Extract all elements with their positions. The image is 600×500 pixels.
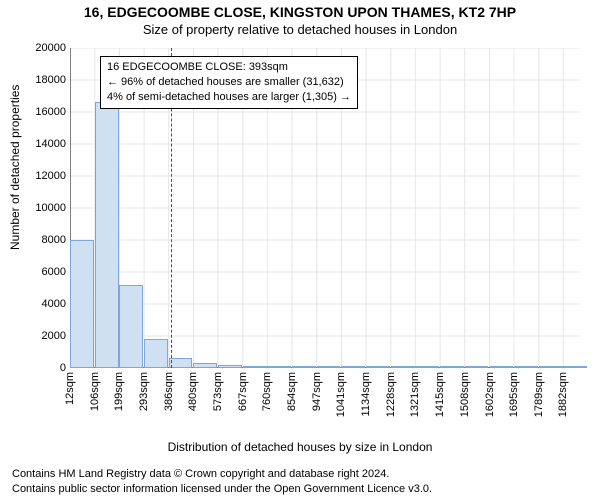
x-tick-label: 1041sqm xyxy=(335,372,347,417)
y-tick-label: 18000 xyxy=(16,74,66,86)
legend-line-1: 16 EDGECOOMBE CLOSE: 393sqm xyxy=(107,60,351,75)
y-tick-label: 10000 xyxy=(16,202,66,214)
x-tick-label: 947sqm xyxy=(311,372,323,411)
attribution-line-2: Contains public sector information licen… xyxy=(12,482,432,496)
bar xyxy=(169,358,193,368)
attribution-line-1: Contains HM Land Registry data © Crown c… xyxy=(12,467,432,481)
bar xyxy=(243,366,267,368)
x-axis-label: Distribution of detached houses by size … xyxy=(0,440,600,454)
x-tick-label: 1882sqm xyxy=(557,372,569,417)
chart-title: 16, EDGECOOMBE CLOSE, KINGSTON UPON THAM… xyxy=(0,4,600,20)
x-tick-label: 199sqm xyxy=(113,372,125,411)
x-tick-label: 1508sqm xyxy=(459,372,471,417)
bar xyxy=(490,366,514,368)
bar xyxy=(391,366,415,368)
bar xyxy=(563,366,587,368)
x-tick-label: 1134sqm xyxy=(360,372,372,416)
bar xyxy=(539,366,563,368)
bar xyxy=(415,366,439,368)
bar xyxy=(193,363,217,368)
bar xyxy=(514,366,538,368)
bar xyxy=(317,366,341,368)
x-tick-label: 293sqm xyxy=(138,372,150,411)
bar xyxy=(440,366,464,368)
attribution: Contains HM Land Registry data © Crown c… xyxy=(12,467,432,496)
bar xyxy=(267,366,291,368)
legend-box: 16 EDGECOOMBE CLOSE: 393sqm ← 96% of det… xyxy=(100,56,358,109)
legend-line-2: ← 96% of detached houses are smaller (31… xyxy=(107,75,351,90)
x-tick-label: 12sqm xyxy=(64,372,76,405)
chart-container: 16, EDGECOOMBE CLOSE, KINGSTON UPON THAM… xyxy=(0,0,600,500)
bar xyxy=(341,366,365,368)
x-tick-label: 1321sqm xyxy=(409,372,421,417)
x-tick-label: 386sqm xyxy=(163,372,175,411)
x-tick-label: 667sqm xyxy=(237,372,249,411)
bar xyxy=(144,339,168,368)
bar xyxy=(119,285,143,368)
y-tick-label: 8000 xyxy=(16,234,66,246)
x-tick-label: 106sqm xyxy=(89,372,101,411)
y-tick-label: 12000 xyxy=(16,170,66,182)
chart-subtitle: Size of property relative to detached ho… xyxy=(0,22,600,37)
bar xyxy=(70,240,94,368)
bar xyxy=(95,102,119,368)
x-tick-label: 854sqm xyxy=(286,372,298,411)
x-tick-label: 1789sqm xyxy=(533,372,545,417)
x-tick-label: 760sqm xyxy=(261,372,273,411)
plot-area: 16 EDGECOOMBE CLOSE: 393sqm ← 96% of det… xyxy=(70,48,580,368)
bar xyxy=(292,366,316,368)
x-tick-label: 480sqm xyxy=(187,372,199,411)
bar xyxy=(465,366,489,368)
x-tick-label: 1228sqm xyxy=(385,372,397,417)
x-tick-label: 1415sqm xyxy=(434,372,446,417)
y-tick-label: 14000 xyxy=(16,138,66,150)
legend-line-3: 4% of semi-detached houses are larger (1… xyxy=(107,90,351,105)
x-tick-label: 573sqm xyxy=(212,372,224,411)
y-tick-label: 20000 xyxy=(16,42,66,54)
x-tick-label: 1602sqm xyxy=(484,372,496,417)
y-tick-label: 2000 xyxy=(16,330,66,342)
y-tick-label: 16000 xyxy=(16,106,66,118)
y-tick-label: 6000 xyxy=(16,266,66,278)
y-tick-label: 4000 xyxy=(16,298,66,310)
bar xyxy=(218,365,242,368)
x-tick-label: 1695sqm xyxy=(508,372,520,417)
y-tick-label: 0 xyxy=(16,362,66,374)
bar xyxy=(366,366,390,368)
